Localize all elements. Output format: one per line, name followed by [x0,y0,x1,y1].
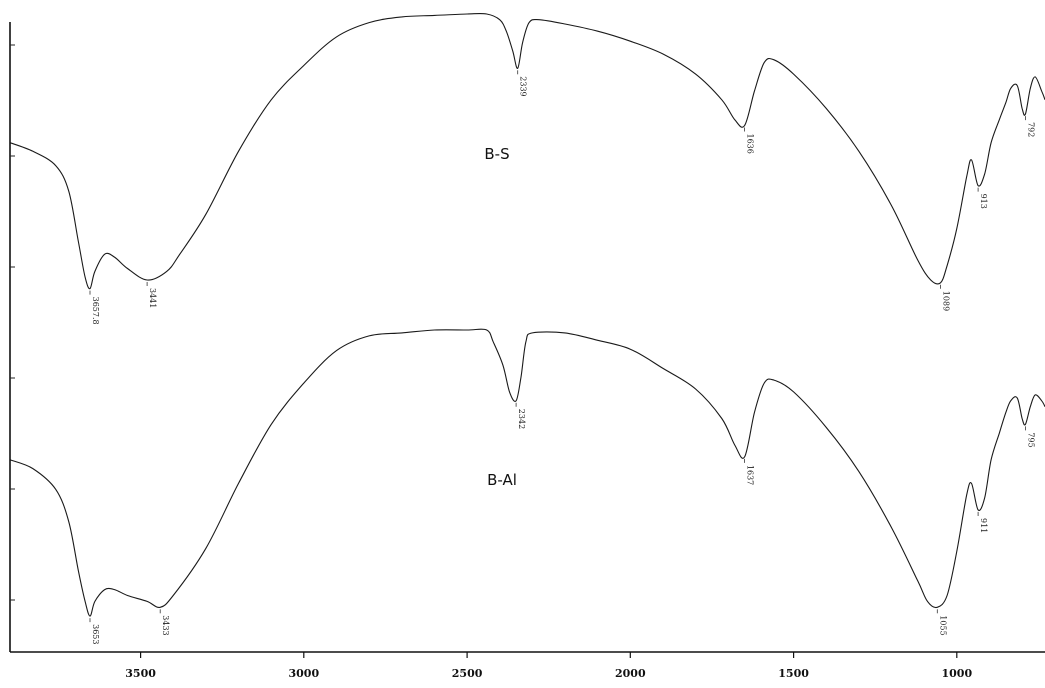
peak-label: 1636 [746,134,755,154]
series-line-b-al [9,328,1045,617]
series-label-layer: B-S B-Al [484,145,517,489]
axis-layer [9,22,1045,653]
peak-label-layer: 3657.8 3441 2339 1636 1089 913 792 3653 3433 2342… [89,70,1035,644]
peak-label: 2342 [517,409,526,429]
peak-label: 1089 [942,291,951,311]
x-tick-label: 2000 [615,667,646,680]
x-axis-ticks: 3500 3000 2500 2000 1500 1000 [125,652,972,680]
peak-label: 913 [979,194,988,209]
peak-label: 795 [1026,432,1035,447]
peak-label: 2339 [519,76,528,96]
x-tick-label: 2500 [452,667,483,680]
peak-label: 3657.8 [91,297,100,325]
series-layer [9,12,1045,617]
peak-label: 3653 [91,624,100,644]
x-tick-label: 1500 [778,667,809,680]
x-tick-label: 3000 [288,667,319,680]
peak-label: 792 [1026,122,1035,137]
peak-label: 3433 [161,615,170,635]
peak-label: 1637 [746,465,755,485]
series-line-b-s [9,12,1045,290]
series-label-b-s: B-S [484,145,509,163]
y-axis-ticks [10,44,15,601]
x-tick-label: 3500 [125,667,156,680]
peak-label: 3441 [148,288,157,308]
series-label-b-al: B-Al [487,471,517,489]
x-tick-label: 1000 [941,667,972,680]
peak-label: 1055 [938,615,947,635]
peak-label: 911 [979,518,988,533]
